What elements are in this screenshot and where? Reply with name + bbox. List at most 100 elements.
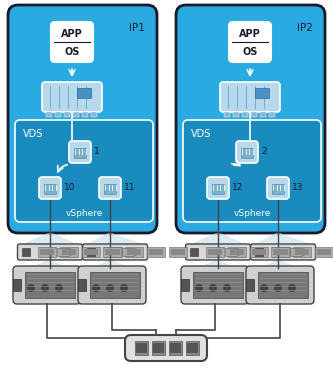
Text: 2: 2 bbox=[261, 147, 267, 157]
FancyBboxPatch shape bbox=[250, 244, 315, 260]
Circle shape bbox=[27, 284, 35, 292]
Bar bbox=[104, 247, 122, 257]
Bar bbox=[233, 112, 239, 117]
Circle shape bbox=[120, 284, 128, 292]
Polygon shape bbox=[20, 233, 80, 245]
Bar bbox=[91, 112, 97, 117]
Bar bbox=[187, 343, 198, 353]
Bar bbox=[212, 184, 224, 194]
Text: 11: 11 bbox=[124, 183, 136, 193]
Bar bbox=[125, 247, 143, 257]
Bar bbox=[168, 247, 186, 257]
Bar bbox=[241, 149, 253, 158]
Bar bbox=[90, 272, 140, 298]
Bar bbox=[260, 112, 266, 117]
Polygon shape bbox=[85, 233, 145, 245]
Bar bbox=[242, 112, 248, 117]
Bar bbox=[74, 149, 86, 158]
Bar bbox=[103, 247, 121, 257]
Bar bbox=[314, 247, 332, 257]
Bar bbox=[271, 247, 289, 257]
Circle shape bbox=[68, 249, 74, 255]
Bar bbox=[294, 249, 308, 255]
Text: OS: OS bbox=[242, 47, 258, 57]
Bar bbox=[316, 249, 330, 255]
Bar bbox=[227, 247, 245, 257]
Bar bbox=[152, 341, 165, 355]
FancyBboxPatch shape bbox=[13, 266, 81, 304]
Circle shape bbox=[41, 284, 49, 292]
FancyBboxPatch shape bbox=[42, 82, 102, 112]
FancyBboxPatch shape bbox=[267, 177, 289, 199]
Bar bbox=[251, 249, 265, 255]
Bar bbox=[105, 249, 119, 255]
FancyBboxPatch shape bbox=[18, 244, 83, 260]
Circle shape bbox=[55, 284, 63, 292]
Bar bbox=[258, 272, 308, 298]
FancyBboxPatch shape bbox=[78, 266, 146, 304]
Bar bbox=[272, 249, 286, 255]
Bar bbox=[38, 247, 56, 257]
Circle shape bbox=[92, 284, 100, 292]
Text: 10: 10 bbox=[64, 183, 76, 193]
FancyBboxPatch shape bbox=[220, 82, 280, 112]
FancyBboxPatch shape bbox=[83, 244, 148, 260]
Text: VDS: VDS bbox=[23, 129, 43, 139]
Polygon shape bbox=[25, 260, 69, 270]
Bar bbox=[84, 249, 98, 255]
Bar bbox=[46, 112, 52, 117]
Bar bbox=[127, 249, 141, 255]
Bar bbox=[106, 249, 120, 255]
Circle shape bbox=[260, 284, 268, 292]
FancyBboxPatch shape bbox=[183, 120, 321, 222]
FancyBboxPatch shape bbox=[229, 22, 271, 62]
Bar bbox=[254, 248, 262, 256]
Bar bbox=[269, 112, 275, 117]
Bar bbox=[77, 88, 91, 98]
Circle shape bbox=[235, 249, 241, 255]
Text: vSphere: vSphere bbox=[233, 210, 271, 219]
Bar bbox=[149, 249, 163, 255]
Bar bbox=[270, 247, 288, 257]
Polygon shape bbox=[90, 260, 134, 270]
Bar bbox=[44, 184, 56, 194]
Bar bbox=[87, 248, 95, 256]
Text: APP: APP bbox=[239, 29, 261, 39]
Bar bbox=[292, 247, 310, 257]
Circle shape bbox=[195, 284, 203, 292]
Bar bbox=[229, 249, 243, 255]
FancyBboxPatch shape bbox=[236, 141, 258, 163]
FancyBboxPatch shape bbox=[8, 5, 157, 233]
Bar bbox=[246, 279, 254, 291]
Bar bbox=[251, 112, 257, 117]
Polygon shape bbox=[188, 233, 248, 245]
Bar bbox=[122, 248, 134, 256]
Bar bbox=[25, 272, 75, 298]
Bar bbox=[193, 272, 243, 298]
Circle shape bbox=[300, 249, 306, 255]
Bar bbox=[13, 279, 21, 291]
Bar bbox=[104, 184, 116, 194]
Bar bbox=[186, 341, 199, 355]
Bar bbox=[135, 341, 148, 355]
Bar bbox=[153, 343, 164, 353]
Bar bbox=[255, 88, 269, 98]
FancyBboxPatch shape bbox=[125, 335, 207, 361]
Bar bbox=[147, 247, 165, 257]
FancyBboxPatch shape bbox=[181, 266, 249, 304]
Polygon shape bbox=[253, 233, 313, 245]
Bar bbox=[40, 249, 54, 255]
Bar bbox=[249, 247, 267, 257]
Polygon shape bbox=[258, 260, 302, 270]
Bar bbox=[189, 248, 197, 256]
Text: 13: 13 bbox=[292, 183, 303, 193]
Text: IP2: IP2 bbox=[297, 23, 313, 33]
Bar bbox=[82, 112, 88, 117]
Bar bbox=[73, 112, 79, 117]
FancyBboxPatch shape bbox=[185, 244, 250, 260]
Bar bbox=[136, 343, 147, 353]
Text: OS: OS bbox=[64, 47, 80, 57]
Bar bbox=[60, 247, 78, 257]
Text: VDS: VDS bbox=[191, 129, 211, 139]
Bar bbox=[273, 249, 287, 255]
